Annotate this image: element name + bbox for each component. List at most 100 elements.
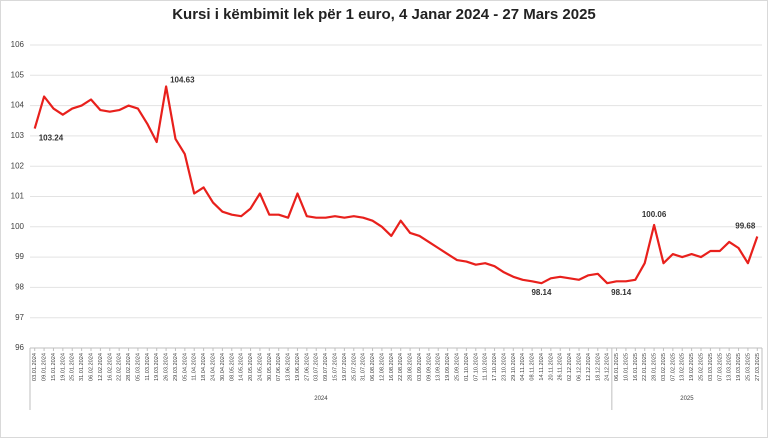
x-tick-label: 24.05.2024 <box>257 353 263 381</box>
x-tick-label: 22.01.2025 <box>642 353 648 381</box>
x-tick-label: 22.02.2024 <box>117 353 123 381</box>
x-tick-label: 20.05.2024 <box>248 353 254 381</box>
x-tick-label: 20.11.2024 <box>548 353 554 381</box>
x-tick-label: 13.06.2024 <box>286 353 292 381</box>
x-tick-label: 25.01.2024 <box>70 353 76 381</box>
x-tick-label: 27.03.2025 <box>755 353 761 381</box>
x-tick-label: 07.02.2025 <box>670 353 676 381</box>
x-tick-label: 24.12.2024 <box>605 353 611 381</box>
x-tick-label: 31.01.2024 <box>79 353 85 381</box>
x-tick-label: 15.07.2024 <box>332 353 338 381</box>
x-tick-label: 19.03.2024 <box>154 353 160 381</box>
x-tick-label: 19.03.2025 <box>736 353 742 381</box>
y-tick-label: 101 <box>11 192 25 201</box>
x-tick-label: 05.03.2024 <box>135 353 141 381</box>
x-tick-label: 27.06.2024 <box>304 353 310 381</box>
line-series <box>33 85 759 285</box>
x-tick-label: 03.09.2024 <box>417 353 423 381</box>
y-tick-label: 104 <box>11 101 25 110</box>
x-group-label: 2024 <box>314 396 328 402</box>
x-tick-label: 01.10.2024 <box>464 353 470 381</box>
x-tick-label: 15.01.2024 <box>51 353 57 381</box>
annotation: 99.68 <box>735 221 756 230</box>
x-tick-label: 13.09.2024 <box>436 353 442 381</box>
x-tick-label: 12.08.2024 <box>379 353 385 381</box>
x-tick-label: 18.12.2024 <box>595 353 601 381</box>
x-tick-label: 09.07.2024 <box>323 353 329 381</box>
annotation: 103.24 <box>39 134 64 143</box>
annotation: 104.63 <box>170 76 195 85</box>
y-tick-label: 96 <box>15 343 24 352</box>
x-tick-label: 06.01.2025 <box>614 353 620 381</box>
x-tick-label: 28.08.2024 <box>408 353 414 381</box>
x-tick-label: 08.05.2024 <box>229 353 235 381</box>
chart-title: Kursi i këmbimit lek për 1 euro, 4 Janar… <box>172 6 596 23</box>
x-tick-label: 29.03.2024 <box>173 353 179 381</box>
x-tick-label: 03.01.2024 <box>32 353 38 381</box>
x-tick-label: 10.01.2025 <box>623 353 629 381</box>
x-tick-label: 16.02.2024 <box>107 353 113 381</box>
x-group-label: 2025 <box>680 396 694 402</box>
x-tick-label: 07.10.2024 <box>473 353 479 381</box>
x-tick-label: 07.06.2024 <box>276 353 282 381</box>
x-tick-label: 05.04.2024 <box>182 353 188 381</box>
x-tick-label: 28.01.2025 <box>652 353 658 381</box>
x-tick-label: 12.02.2024 <box>98 353 104 381</box>
x-tick-label: 24.04.2024 <box>210 353 216 381</box>
y-tick-label: 106 <box>11 40 25 49</box>
x-tick-label: 28.02.2024 <box>126 353 132 381</box>
x-tick-label: 14.05.2024 <box>239 353 245 381</box>
y-tick-label: 99 <box>15 252 24 261</box>
x-tick-label: 26.11.2024 <box>558 353 564 381</box>
x-tick-label: 06.12.2024 <box>576 353 582 381</box>
x-tick-label: 19.06.2024 <box>295 353 301 381</box>
x-tick-label: 13.02.2025 <box>680 353 686 381</box>
x-tick-label: 19.01.2024 <box>60 353 66 381</box>
x-tick-label: 13.03.2025 <box>727 353 733 381</box>
annotation: 98.14 <box>531 288 552 297</box>
x-tick-label: 03.02.2025 <box>661 353 667 381</box>
y-tick-label: 98 <box>15 283 24 292</box>
x-tick-label: 12.12.2024 <box>586 353 592 381</box>
x-tick-label: 04.11.2024 <box>520 353 526 381</box>
x-tick-label: 07.03.2025 <box>717 353 723 381</box>
x-tick-label: 09.09.2024 <box>426 353 432 381</box>
annotation: 98.14 <box>611 288 632 297</box>
x-tick-label: 26.03.2024 <box>164 353 170 381</box>
annotation: 100.06 <box>642 210 667 219</box>
y-tick-label: 103 <box>11 131 25 140</box>
x-tick-label: 03.07.2024 <box>314 353 320 381</box>
x-tick-label: 08.11.2024 <box>530 353 536 381</box>
y-tick-label: 105 <box>11 70 25 79</box>
x-tick-label: 09.01.2024 <box>42 353 48 381</box>
x-tick-label: 11.03.2024 <box>145 353 151 381</box>
x-tick-label: 06.02.2024 <box>88 353 94 381</box>
x-tick-label: 16.08.2024 <box>389 353 395 381</box>
x-tick-label: 25.03.2025 <box>745 353 751 381</box>
x-tick-label: 11.10.2024 <box>483 353 489 381</box>
x-tick-label: 19.07.2024 <box>342 353 348 381</box>
x-tick-label: 02.12.2024 <box>567 353 573 381</box>
x-tick-label: 17.10.2024 <box>492 353 498 381</box>
x-tick-label: 30.05.2024 <box>267 353 273 381</box>
x-tick-label: 11.04.2024 <box>192 353 198 381</box>
x-tick-label: 29.10.2024 <box>511 353 517 381</box>
x-tick-label: 18.04.2024 <box>201 353 207 381</box>
x-tick-label: 19.02.2025 <box>689 353 695 381</box>
x-tick-label: 19.09.2024 <box>445 353 451 381</box>
y-tick-label: 97 <box>15 313 24 322</box>
x-tick-label: 16.01.2025 <box>633 353 639 381</box>
x-tick-label: 25.02.2025 <box>698 353 704 381</box>
x-tick-label: 25.09.2024 <box>454 353 460 381</box>
y-tick-label: 100 <box>11 222 25 231</box>
x-tick-label: 23.10.2024 <box>501 353 507 381</box>
y-tick-label: 102 <box>11 161 25 170</box>
x-tick-label: 06.08.2024 <box>370 353 376 381</box>
x-tick-label: 22.08.2024 <box>398 353 404 381</box>
x-tick-label: 25.07.2024 <box>351 353 357 381</box>
x-tick-label: 31.07.2024 <box>361 353 367 381</box>
x-tick-label: 30.04.2024 <box>220 353 226 381</box>
